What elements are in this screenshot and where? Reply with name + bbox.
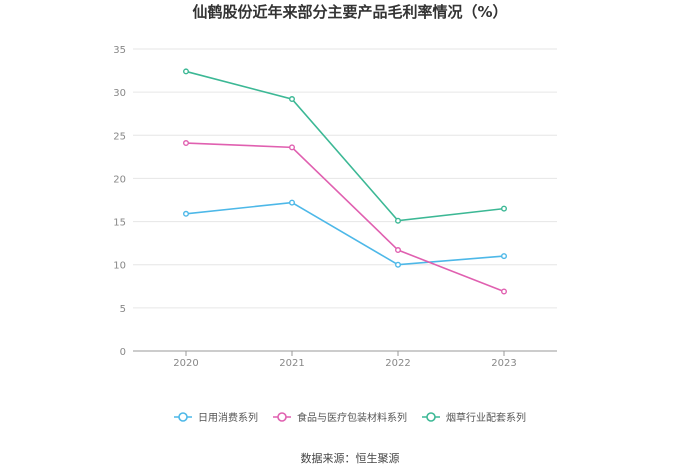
legend-swatch-marker [277,412,287,422]
data-point [501,205,508,212]
y-tick-label: 5 [120,304,126,315]
series-line-1 [185,201,505,266]
data-point [395,247,402,254]
legend-label-3[interactable]: 烟草行业配套系列 [446,411,526,424]
data-point [182,68,189,75]
data-point [289,199,296,206]
x-tick-label: 2023 [491,358,516,369]
x-tick-label: 2022 [385,358,410,369]
x-tick-label: 2021 [279,358,304,369]
data-point [395,217,402,224]
y-tick-label: 15 [113,218,126,229]
y-tick-label: 0 [120,347,126,358]
legend-item-2[interactable]: 食品与医疗包装材料系列 [273,411,407,424]
chart-title: 仙鹤股份近年来部分主要产品毛利率情况（%） [192,3,507,21]
grid-lines [133,48,557,309]
data-point [289,144,296,151]
data-source: 数据来源：恒生聚源 [301,451,400,465]
y-tick-label: 25 [113,131,126,142]
data-point [501,288,508,295]
data-point [289,96,296,103]
data-point [395,261,402,268]
legend-label-2[interactable]: 食品与医疗包装材料系列 [297,411,407,424]
legend-item-1[interactable]: 日用消费系列 [174,411,258,424]
legend-label-1[interactable]: 日用消费系列 [198,411,258,424]
data-point [182,210,189,217]
y-axis: 0 5 10 15 20 25 30 35 [113,45,126,358]
legend-swatch-marker [178,412,188,422]
x-tick-label: 2020 [173,358,198,369]
series-line-2 [185,142,505,293]
y-tick-label: 10 [113,261,126,272]
legend[interactable]: 日用消费系列 食品与医疗包装材料系列 烟草行业配套系列 [174,411,526,424]
data-point [501,253,508,260]
y-tick-label: 30 [113,88,126,99]
legend-swatch-marker [426,412,436,422]
y-tick-label: 35 [113,45,126,56]
series-lines [182,68,508,295]
x-axis: 2020 2021 2022 2023 [133,350,557,369]
y-tick-label: 20 [113,174,126,185]
data-point [182,140,189,147]
series-line-3 [185,70,505,222]
legend-item-3[interactable]: 烟草行业配套系列 [422,411,526,424]
